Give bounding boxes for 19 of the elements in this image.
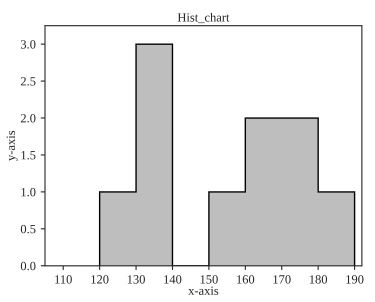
x-tick-label: 130 [128,275,145,284]
y-axis-title: y-axis [6,130,18,161]
y-tick-label: 0.5 [20,224,36,234]
x-tick-label: 110 [55,275,72,284]
x-tick-label: 180 [310,275,328,284]
y-tick-label: 1.0 [21,188,36,196]
y-tick-label: 1.5 [21,151,36,160]
y-tick-label: 3.0 [20,40,36,49]
y-tick-label: 2.5 [20,77,36,86]
y-tick-label: 2.0 [20,114,36,123]
x-tick-label: 140 [164,275,182,284]
chart-title: Hist_chart [178,12,230,24]
x-axis-title: x-axis [188,286,218,295]
y-tick-label: 0.0 [20,262,36,270]
x-tick-label: 150 [200,275,218,284]
x-tick-label: 190 [346,275,364,284]
x-tick-label: 160 [237,275,254,284]
x-tick-label: 120 [91,275,109,284]
x-tick-label: 170 [273,275,291,284]
